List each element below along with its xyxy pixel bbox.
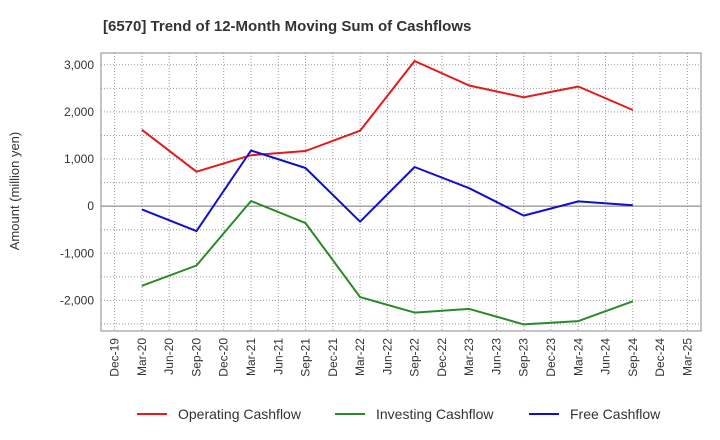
x-tick-label: Mar-20 bbox=[135, 338, 149, 376]
x-tick-label: Sep-23 bbox=[517, 338, 531, 377]
legend-label: Operating Cashflow bbox=[178, 406, 302, 422]
series-line-free-cashflow bbox=[141, 149, 633, 233]
x-tick-label: Sep-22 bbox=[408, 338, 422, 377]
plot-frame bbox=[100, 52, 702, 332]
x-tick-label: Jun-24 bbox=[599, 338, 613, 375]
grid bbox=[101, 53, 701, 331]
chart-title: [6570] Trend of 12-Month Moving Sum of C… bbox=[103, 18, 471, 35]
x-tick-label: Dec-23 bbox=[544, 338, 558, 377]
x-tick-label: Dec-22 bbox=[435, 338, 449, 377]
x-tick-label: Sep-21 bbox=[299, 338, 313, 377]
x-tick-label: Jun-23 bbox=[489, 338, 503, 375]
x-tick-label: Jun-22 bbox=[380, 338, 394, 375]
x-tick-label: Jun-21 bbox=[271, 338, 285, 375]
series-line-investing-cashflow bbox=[141, 200, 634, 326]
x-tick-labels: Dec-19 Mar-20 Jun-20 Sep-20 Dec-20 Mar-21 Jun-… bbox=[108, 338, 695, 377]
x-tick-label: Mar-23 bbox=[462, 338, 476, 376]
legend: Operating Cashflow Investing Cashflow Free… bbox=[137, 406, 661, 422]
y-tick-label: 0 bbox=[87, 199, 94, 213]
legend-label: Free Cashflow bbox=[570, 406, 661, 422]
x-tick-label: Jun-20 bbox=[162, 338, 176, 375]
x-tick-label: Mar-22 bbox=[353, 338, 367, 376]
y-tick-label: 3,000 bbox=[64, 58, 94, 72]
x-tick-label: Mar-21 bbox=[244, 338, 258, 376]
x-tick-label: Dec-19 bbox=[108, 338, 122, 377]
y-axis-label: Amount (million yen) bbox=[7, 132, 22, 251]
series-line-operating-cashflow bbox=[141, 60, 634, 173]
y-tick-label: 1,000 bbox=[64, 152, 94, 166]
y-tick-label: -1,000 bbox=[60, 246, 94, 260]
x-tick-label: Dec-24 bbox=[653, 338, 667, 377]
x-tick-label: Mar-24 bbox=[571, 338, 585, 376]
legend-label: Investing Cashflow bbox=[376, 406, 494, 422]
y-tick-label: -2,000 bbox=[60, 293, 94, 307]
x-tick-label: Dec-21 bbox=[326, 338, 340, 377]
x-tick-label: Sep-20 bbox=[189, 338, 203, 377]
x-tick-label: Mar-25 bbox=[680, 338, 694, 376]
y-tick-labels: 3,000 2,000 1,000 0 -1,000 -2,000 bbox=[60, 58, 94, 308]
x-tick-label: Dec-20 bbox=[217, 338, 231, 377]
series-lines bbox=[141, 60, 634, 326]
x-tick-label: Sep-24 bbox=[626, 338, 640, 377]
y-tick-label: 2,000 bbox=[64, 105, 94, 119]
